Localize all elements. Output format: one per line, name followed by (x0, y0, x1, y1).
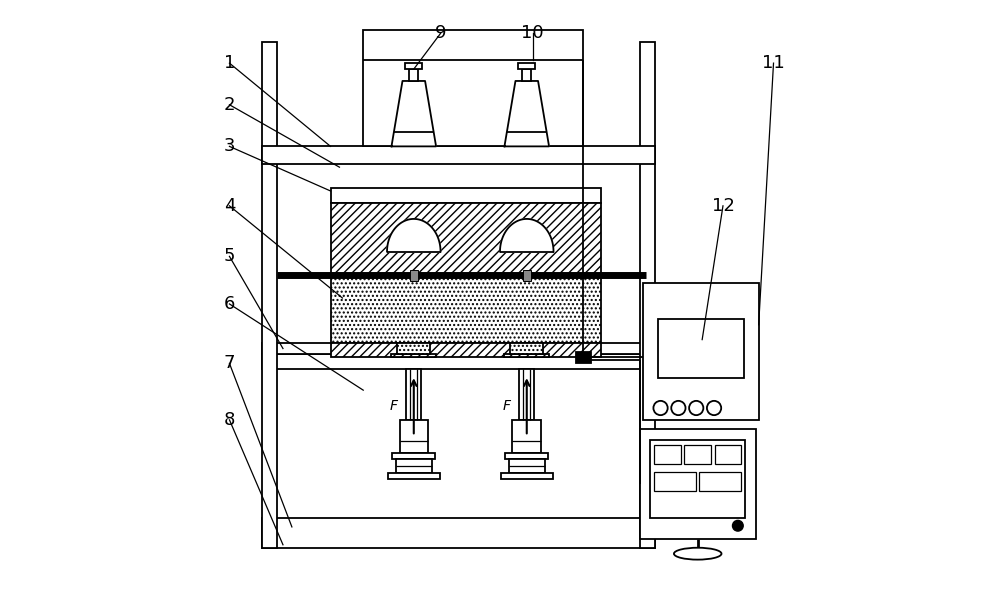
Bar (262, 343, 655, 355)
Bar (410, 270, 418, 281)
Bar (658, 319, 744, 378)
Polygon shape (391, 81, 436, 147)
Bar (501, 473, 553, 479)
Circle shape (653, 401, 668, 415)
Bar (715, 445, 741, 464)
Polygon shape (500, 219, 554, 252)
Bar (522, 69, 531, 81)
Bar (654, 471, 696, 491)
Bar (331, 203, 601, 277)
Text: 5: 5 (224, 247, 235, 265)
Text: 10: 10 (521, 24, 544, 42)
Bar (643, 283, 759, 420)
Bar (400, 420, 428, 452)
Text: 3: 3 (224, 137, 235, 156)
Bar (262, 42, 277, 548)
Bar (512, 420, 541, 452)
Bar (331, 343, 601, 358)
Bar (262, 518, 655, 548)
Bar (391, 355, 436, 358)
Bar (518, 63, 535, 69)
Text: 1: 1 (224, 54, 235, 72)
Bar (650, 439, 745, 518)
Ellipse shape (674, 548, 721, 560)
Text: 4: 4 (224, 197, 235, 215)
Text: 12: 12 (712, 197, 734, 215)
Bar (505, 452, 548, 458)
Bar (523, 270, 531, 281)
Bar (397, 343, 430, 355)
Bar (406, 370, 421, 420)
Circle shape (689, 401, 703, 415)
Bar (331, 188, 601, 203)
Bar (388, 473, 440, 479)
Bar (519, 370, 534, 420)
Bar (392, 452, 435, 458)
Bar (396, 458, 432, 473)
Bar (405, 63, 422, 69)
Text: $F$: $F$ (389, 399, 399, 413)
Text: 2: 2 (224, 96, 235, 114)
Circle shape (732, 520, 743, 531)
Bar (576, 352, 591, 364)
Bar (504, 355, 549, 358)
Bar (509, 458, 545, 473)
Bar (262, 355, 655, 370)
Bar (699, 471, 741, 491)
Bar (684, 445, 711, 464)
Bar (510, 343, 543, 355)
Bar (654, 445, 681, 464)
Bar (640, 429, 756, 539)
Bar (409, 69, 418, 81)
Bar (640, 42, 655, 548)
Polygon shape (504, 81, 549, 147)
Text: 7: 7 (224, 355, 235, 372)
Bar (363, 30, 583, 147)
Text: 8: 8 (224, 411, 235, 429)
Polygon shape (387, 219, 441, 252)
Text: 6: 6 (224, 295, 235, 313)
Circle shape (707, 401, 721, 415)
Text: $F$: $F$ (502, 399, 512, 413)
Bar (262, 147, 655, 164)
Text: 9: 9 (435, 24, 446, 42)
Circle shape (671, 401, 686, 415)
Bar (331, 277, 601, 343)
Text: 11: 11 (762, 54, 785, 72)
